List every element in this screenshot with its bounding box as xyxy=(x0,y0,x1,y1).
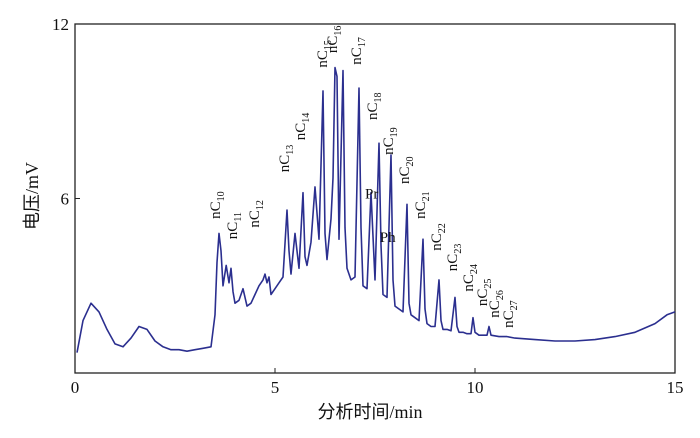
peak-label-text: nC xyxy=(429,233,445,251)
peak-label-text: nC xyxy=(501,310,517,328)
peak-label: nC22 xyxy=(429,223,448,251)
peak-label-text: nC xyxy=(247,210,263,228)
peak-label-text: nC xyxy=(381,137,397,155)
y-axis-title: 电压/mV xyxy=(22,162,42,230)
y-tick-label: 12 xyxy=(52,15,69,34)
peak-label-subscript: 19 xyxy=(389,127,400,137)
peak-label-text: nC xyxy=(277,155,293,173)
peak-label: nC17 xyxy=(349,37,368,65)
peak-label-text: nC xyxy=(325,36,341,54)
peak-label-text: nC xyxy=(225,222,241,240)
peak-label: nC20 xyxy=(397,156,416,184)
y-tick-label: 6 xyxy=(61,190,70,209)
x-axis-title: 分析时间/min xyxy=(317,402,422,422)
peak-label-text: nC xyxy=(487,300,503,318)
peak-label-subscript: 27 xyxy=(509,300,520,310)
x-tick-label: 5 xyxy=(271,378,280,397)
peak-label: nC12 xyxy=(247,200,266,228)
peak-label-subscript: 21 xyxy=(421,191,432,201)
peak-label-subscript: 11 xyxy=(233,212,244,222)
peak-label: nC16 xyxy=(325,26,344,54)
peak-label-text: nC xyxy=(475,289,491,307)
peak-label-subscript: 14 xyxy=(301,113,312,123)
peak-label: nC21 xyxy=(413,191,432,219)
peak-label-text: nC xyxy=(315,50,331,68)
peak-label-subscript: 15 xyxy=(323,40,334,50)
peak-label-subscript: 10 xyxy=(216,191,227,201)
peak-label-text: nC xyxy=(293,123,309,141)
peak-label-subscript: 20 xyxy=(405,156,416,166)
peak-label-subscript: 18 xyxy=(373,92,384,102)
peak-label: nC10 xyxy=(208,191,227,219)
peak-label-text: nC xyxy=(445,254,461,272)
x-tick-label: 15 xyxy=(667,378,684,397)
peak-label: nC23 xyxy=(445,244,464,272)
peak-label-subscript: 12 xyxy=(255,200,266,210)
peak-label-text: nC xyxy=(349,47,365,65)
peak-label-subscript: 16 xyxy=(333,26,344,36)
peak-label-subscript: 24 xyxy=(469,264,480,274)
peak-label: nC15 xyxy=(315,40,334,68)
peak-label: Ph xyxy=(380,230,396,246)
peak-label: nC11 xyxy=(225,212,244,239)
peak-label-subscript: 25 xyxy=(483,279,494,289)
peak-label-text: nC xyxy=(208,201,224,219)
peak-label-subscript: 23 xyxy=(453,244,464,254)
series-line xyxy=(76,66,676,353)
peak-label: Pr xyxy=(365,187,378,203)
peak-label: nC13 xyxy=(277,145,296,173)
peak-label: nC19 xyxy=(381,127,400,155)
x-tick-label: 10 xyxy=(467,378,484,397)
peak-label-text: nC xyxy=(413,201,429,219)
peak-label: nC18 xyxy=(365,92,384,120)
peak-label-text: nC xyxy=(461,274,477,292)
peak-label: nC14 xyxy=(293,113,312,141)
x-tick-label: 0 xyxy=(71,378,80,397)
peak-label: nC25 xyxy=(475,279,494,307)
peak-label: nC24 xyxy=(461,264,480,292)
peak-label-text: nC xyxy=(365,102,381,120)
peak-label-text: Pr xyxy=(365,187,378,203)
series-layer xyxy=(76,66,676,353)
axis-ticks: 0 5 10 15 6 12 xyxy=(52,15,684,397)
peak-label-subscript: 17 xyxy=(357,37,368,47)
peak-label: nC27 xyxy=(501,300,520,328)
peak-label-subscript: 13 xyxy=(285,145,296,155)
peak-label: nC26 xyxy=(487,290,506,318)
peak-label-text: nC xyxy=(397,166,413,184)
peak-label-text: Ph xyxy=(380,230,396,246)
peak-label-subscript: 22 xyxy=(437,223,448,233)
peak-label-subscript: 26 xyxy=(495,290,506,300)
